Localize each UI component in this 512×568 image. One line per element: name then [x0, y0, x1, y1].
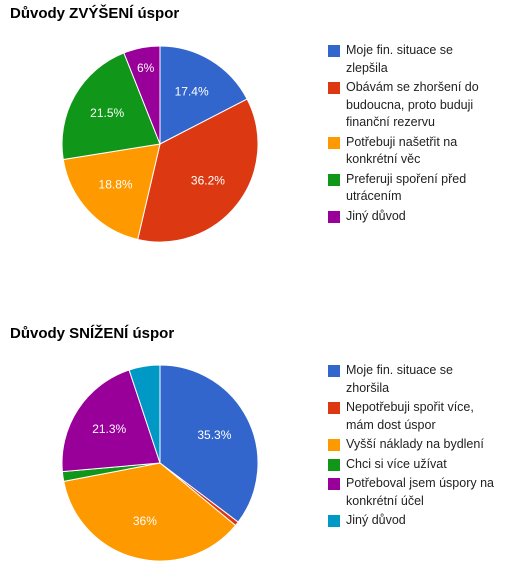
pie-slice [137, 98, 259, 243]
legend-item: Vyšší náklady na bydlení [328, 436, 496, 454]
legend-swatch [328, 402, 340, 414]
slice-label: 6% [137, 61, 155, 75]
slice-label: 21.5% [90, 106, 124, 120]
legend-item: Potřebuji našetřit na konkrétní věc [328, 134, 496, 169]
legend-swatch [328, 173, 340, 186]
legend: Moje fin. situace se zhoršila Nepotřebuji… [328, 362, 496, 532]
pie-slice [62, 143, 161, 241]
chart-title: Důvody ZVÝŠENÍ úspor [10, 4, 179, 22]
pie-slice [159, 45, 248, 145]
legend-item: Obávám se zhoršení do budoucna, proto bu… [328, 79, 496, 132]
legend-item: Jiný důvod [328, 512, 496, 530]
legend-label: Nepotřebuji spořit více, mám dost úspor [346, 400, 474, 432]
slice-label: 21.3% [92, 422, 126, 436]
legend-swatch [328, 210, 340, 223]
legend: Moje fin. situace se zlepšila Obávám se z… [328, 42, 496, 227]
legend-label: Chci si více užívat [346, 456, 447, 471]
legend-swatch [328, 82, 340, 94]
pie-slice [128, 364, 161, 464]
legend-label: Potřeboval jsem úspory na konkrétní účel [346, 476, 494, 508]
legend-label: Jiný důvod [346, 513, 406, 527]
legend-item: Jiný důvod [328, 208, 496, 226]
chart-title: Důvody SNÍŽENÍ úspor [10, 324, 174, 342]
legend-item: Moje fin. situace se zlepšila [328, 42, 496, 77]
legend-label: Moje fin. situace se zhoršila [346, 363, 453, 395]
legend-swatch [328, 365, 340, 377]
legend-swatch [328, 515, 340, 527]
legend-item: Moje fin. situace se zhoršila [328, 362, 496, 397]
legend-item: Chci si více užívat [328, 456, 496, 474]
legend-swatch [328, 439, 340, 451]
legend-label: Vyšší náklady na bydlení [346, 437, 484, 451]
slice-label: 36% [133, 514, 157, 528]
legend-swatch [328, 45, 340, 57]
slice-label: 18.8% [99, 178, 133, 192]
slice-label: 35.3% [197, 428, 231, 442]
legend-label: Potřebuji našetřit na konkrétní věc [346, 134, 458, 167]
legend-swatch [328, 478, 340, 490]
pie-slice [61, 369, 161, 473]
legend-item: Potřeboval jsem úspory na konkrétní účel [328, 475, 496, 510]
pie-slice [159, 364, 259, 523]
slice-label: 17.4% [175, 84, 209, 98]
pie-slice [61, 52, 161, 161]
legend-item: Nepotřebuji spořit více, mám dost úspor [328, 399, 496, 434]
legend-label: Jiný důvod [346, 208, 406, 223]
legend-swatch [328, 458, 340, 471]
legend-label: Obávám se zhoršení do budoucna, proto bu… [346, 80, 479, 129]
legend-item: Preferuji spoření před utrácením [328, 171, 496, 206]
legend-swatch [328, 136, 340, 149]
legend-label: Moje fin. situace se zlepšila [346, 43, 453, 75]
pie-slice [123, 45, 161, 145]
slice-label: 36.2% [191, 174, 225, 188]
legend-label: Preferuji spoření před utrácením [346, 171, 467, 204]
pie-slice [63, 462, 237, 562]
